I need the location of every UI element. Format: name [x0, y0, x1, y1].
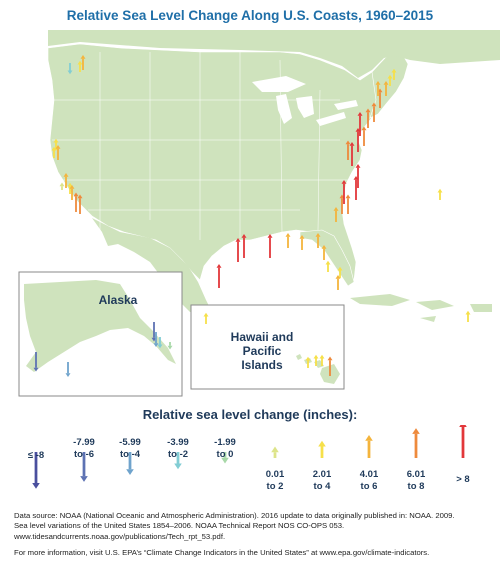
- gauge-arrow-38: [383, 81, 389, 96]
- gauge-arrow-6: [59, 182, 65, 190]
- legend-label-4: -1.99 to 0: [214, 437, 236, 460]
- legend-label-3: -3.99 to -2: [167, 437, 189, 460]
- gauge-arrow-49: [167, 342, 173, 350]
- legend-arrow-9: [459, 425, 467, 458]
- gauge-arrow-16: [267, 234, 273, 258]
- gauge-arrow-14: [235, 238, 241, 262]
- gauge-arrow-41: [437, 188, 443, 200]
- gauge-arrow-48: [157, 337, 163, 349]
- legend-arrow-6: [318, 440, 326, 458]
- caribbean-islands: [350, 294, 492, 322]
- gauge-arrow-20: [321, 245, 327, 260]
- gauge-arrow-5: [55, 145, 61, 160]
- legend-arrow-5: [271, 446, 279, 458]
- gauge-arrow-7: [63, 173, 69, 188]
- alaska-landmass: [24, 280, 176, 372]
- gauge-arrow-9: [69, 185, 75, 200]
- gauge-arrow-8: [67, 182, 73, 194]
- legend-label-1: -7.99 to -6: [73, 437, 95, 460]
- gauge-arrow-34: [365, 108, 371, 128]
- legend-label-7: 4.01 to 6: [359, 469, 379, 492]
- gauge-arrow-35: [371, 102, 377, 122]
- legend-label-9: > 8: [456, 474, 470, 485]
- gauge-arrows: [33, 55, 471, 377]
- gauge-arrow-1: [77, 60, 83, 72]
- legend-label-8: 6.01 to 8: [406, 469, 426, 492]
- gauge-arrow-40: [391, 68, 397, 80]
- source-line-2: Sea level variations of the United State…: [14, 521, 345, 531]
- legend-arrow-1: [80, 452, 88, 482]
- legend-arrow-2: [126, 452, 134, 475]
- gauge-arrow-45: [65, 362, 71, 377]
- gauge-arrow-22: [337, 266, 343, 278]
- alaska-inset-label: Alaska: [98, 293, 138, 307]
- gauge-arrow-43: [335, 275, 341, 290]
- gauge-arrow-33: [357, 112, 363, 136]
- gauge-arrow-21: [325, 260, 331, 272]
- gauge-arrow-19: [315, 233, 321, 248]
- source-line-1: Data source: NOAA (National Oceanic and …: [14, 511, 455, 520]
- hawaii-inset-frame: [190, 304, 345, 390]
- gauge-arrow-39: [387, 74, 393, 86]
- legend-arrow-7: [365, 435, 373, 458]
- gauge-arrow-0: [67, 63, 73, 75]
- gauge-arrow-13: [216, 264, 222, 288]
- hawaii-islands: [296, 354, 340, 384]
- gauge-arrow-44: [33, 352, 39, 372]
- legend-label-5: 0.01 to 2: [265, 469, 285, 492]
- gauge-arrow-51: [313, 354, 319, 366]
- legend-arrow-3: [174, 452, 182, 470]
- more-info-line: For more information, visit U.S. EPA’s “…: [14, 548, 430, 558]
- contiguous-us-landmass: [47, 43, 401, 281]
- gauge-arrow-42: [465, 310, 471, 322]
- source-note: Data source: NOAA (National Oceanic and …: [14, 511, 490, 559]
- source-line-3: www.tidesandcurrents.noaa.gov/publicatio…: [14, 531, 226, 541]
- gauge-arrow-53: [327, 356, 333, 376]
- gauge-arrow-12: [203, 312, 209, 324]
- gauge-arrow-23: [333, 207, 339, 222]
- legend-label-2: -5.99 to -4: [119, 437, 141, 460]
- gauge-arrow-15: [241, 234, 247, 258]
- legend-arrow-0: [32, 452, 40, 489]
- canada-landmass: [48, 30, 500, 78]
- gauge-arrow-25: [345, 194, 351, 214]
- gauge-arrow-47: [153, 332, 159, 347]
- gauge-arrow-50: [305, 356, 311, 368]
- legend-label-0: ≤ -8: [27, 450, 45, 461]
- legend-arrow-4: [221, 452, 229, 464]
- state-borders: [52, 52, 350, 240]
- gauge-arrow-29: [349, 142, 355, 166]
- legend-title: Relative sea level change (inches):: [142, 407, 358, 422]
- gauge-arrow-18: [299, 235, 305, 250]
- gauge-arrow-2: [80, 55, 86, 70]
- legend-label-6: 2.01 to 4: [312, 469, 332, 492]
- gauge-arrow-37: [375, 81, 381, 96]
- gauge-arrow-10: [73, 192, 79, 212]
- hawaii-inset-label: Hawaii and Pacific Islands: [230, 330, 294, 372]
- great-lakes: [252, 76, 358, 126]
- legend-arrow-8: [412, 428, 420, 458]
- gauge-arrow-52: [319, 354, 325, 366]
- gauge-arrow-28: [355, 164, 361, 188]
- sea-level-map: [18, 30, 500, 397]
- gauge-arrow-30: [345, 140, 351, 160]
- gauge-arrow-17: [285, 233, 291, 248]
- gauge-arrow-11: [77, 194, 83, 214]
- gauge-arrow-32: [361, 126, 367, 146]
- gauge-arrow-26: [341, 180, 347, 204]
- legend-arrows: [32, 425, 467, 489]
- map-title: Relative Sea Level Change Along U.S. Coa…: [66, 8, 434, 23]
